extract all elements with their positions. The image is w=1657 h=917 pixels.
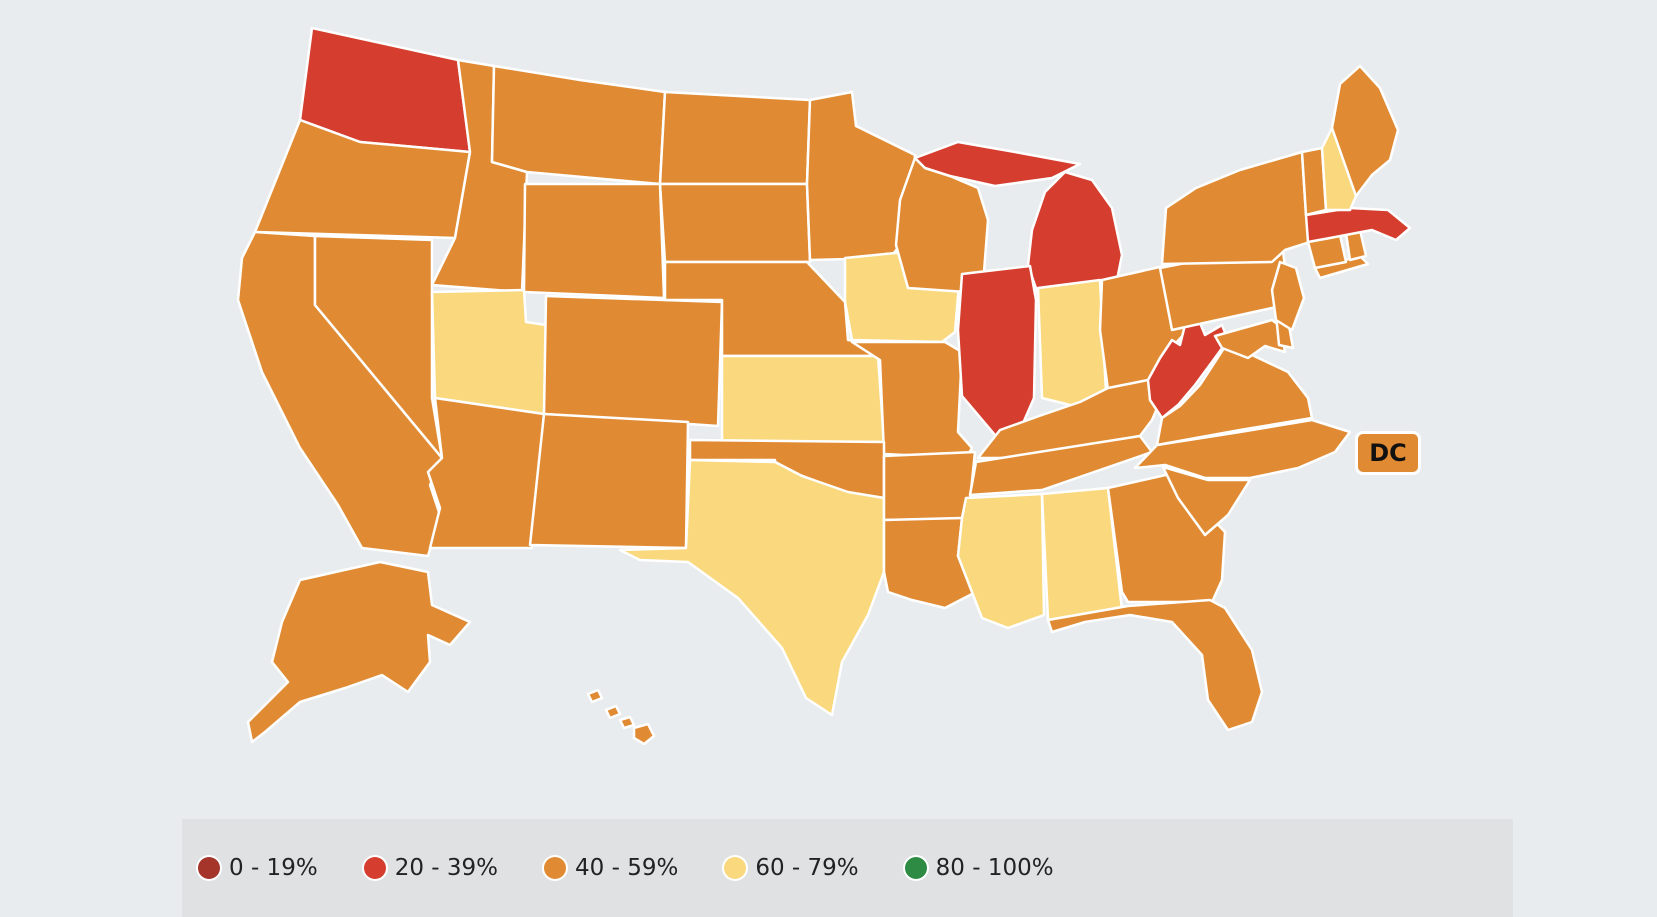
legend-item-40-59: 40 - 59% [544, 855, 678, 881]
state-arkansas[interactable] [882, 450, 977, 522]
state-new-jersey[interactable] [1270, 260, 1306, 332]
state-missouri[interactable] [850, 340, 974, 460]
state-indiana[interactable] [1036, 278, 1108, 410]
state-massachusetts[interactable] [1304, 206, 1412, 244]
state-utah[interactable] [430, 288, 548, 416]
state-mississippi[interactable] [956, 492, 1046, 630]
state-montana[interactable] [490, 64, 667, 186]
legend-item-80-100: 80 - 100% [904, 855, 1054, 881]
legend-item-60-79: 60 - 79% [724, 855, 859, 881]
legend-item-0-19: 0 - 19% [198, 855, 318, 881]
legend-label-80-100: 80 - 100% [935, 855, 1054, 881]
dc-badge-label: DC [1369, 439, 1407, 467]
state-nevada[interactable] [313, 234, 444, 460]
legend-label-60-79: 60 - 79% [755, 855, 859, 881]
state-wyoming[interactable] [522, 182, 666, 300]
state-arizona[interactable] [426, 396, 546, 550]
state-north-carolina[interactable] [1133, 418, 1352, 480]
legend-label-20-39: 20 - 39% [394, 855, 498, 881]
state-michigan[interactable] [913, 140, 1124, 304]
state-colorado[interactable] [542, 294, 724, 428]
legend-dot-20-39-icon [363, 857, 386, 879]
state-tennessee[interactable] [968, 434, 1154, 497]
state-florida[interactable] [1046, 598, 1264, 732]
legend-dot-80-100-icon [904, 857, 927, 879]
legend-dot-0-19-icon [198, 857, 220, 879]
state-south-dakota[interactable] [658, 182, 812, 264]
state-kansas[interactable] [720, 354, 886, 446]
state-new-mexico[interactable] [528, 412, 690, 550]
state-illinois[interactable] [956, 264, 1038, 446]
legend: 0 - 19% 20 - 39% 40 - 59% 60 - 79% 80 - … [182, 819, 1513, 917]
legend-item-20-39: 20 - 39% [363, 855, 498, 881]
state-maine[interactable] [1330, 64, 1400, 198]
state-alaska[interactable] [246, 560, 472, 744]
state-north-dakota[interactable] [658, 90, 812, 186]
legend-label-40-59: 40 - 59% [575, 855, 679, 881]
legend-label-0-19: 0 - 19% [229, 855, 318, 881]
state-hawaii[interactable] [586, 688, 656, 746]
state-maryland[interactable] [1213, 318, 1287, 360]
legend-dot-40-59-icon [544, 857, 566, 879]
state-south-carolina[interactable] [1161, 465, 1252, 537]
state-texas[interactable] [618, 458, 886, 717]
dc-badge[interactable]: DC [1355, 431, 1421, 475]
legend-dot-60-79-icon [724, 857, 747, 879]
